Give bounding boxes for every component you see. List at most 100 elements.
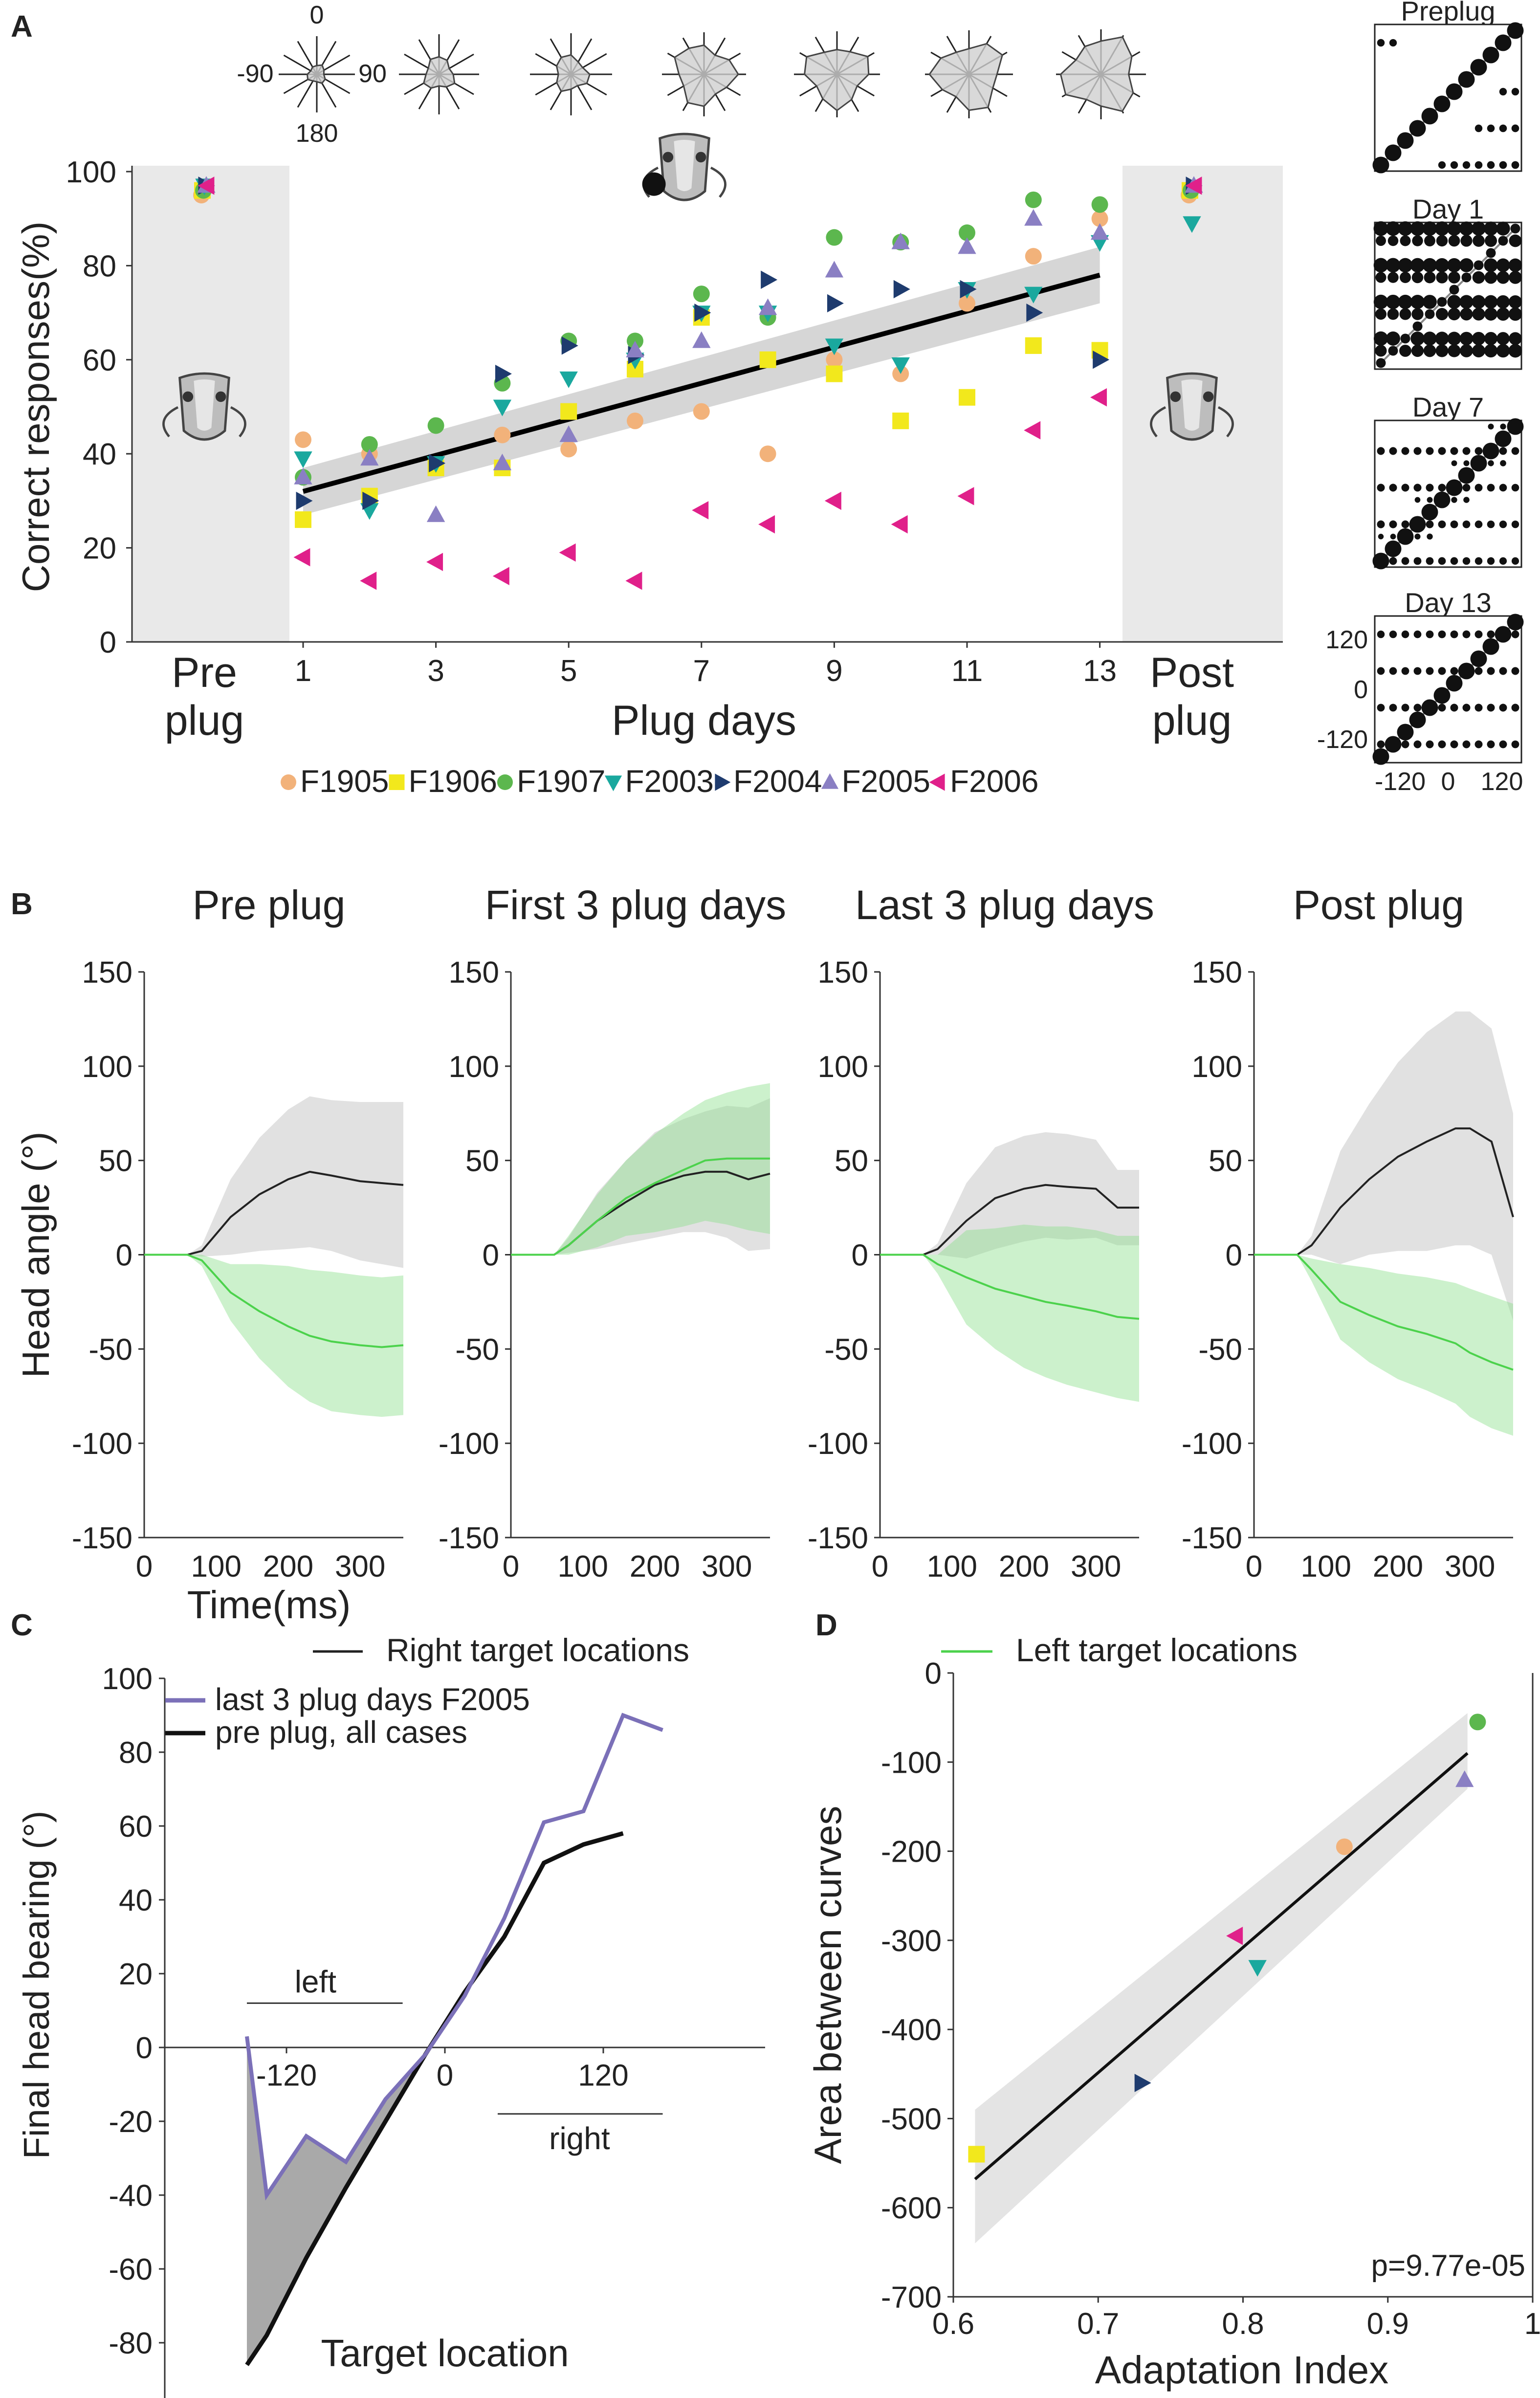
b-y-tick-label: 0 [116, 1239, 132, 1273]
confusion-cell-dot [1426, 557, 1434, 565]
a-marker-F1907 [826, 229, 843, 246]
confusion-cell-dot [1511, 88, 1519, 96]
legend-marker-F2005 [821, 773, 839, 789]
a-marker-F2006-post [1185, 176, 1202, 195]
polar-label-minus90: -90 [237, 60, 273, 88]
confusion-cell-dot [1413, 704, 1422, 712]
a-marker-F2003 [825, 338, 844, 355]
b-y-tick-label: -150 [808, 1521, 868, 1555]
ferret-eye-icon [1170, 391, 1181, 402]
confusion-cell-dot [1450, 520, 1458, 528]
b-y-tick-label: 100 [1192, 1050, 1242, 1084]
c-y-tick-label: 80 [119, 1736, 153, 1770]
confusion-cell-dot [1459, 295, 1474, 309]
a-marker-F2006 [891, 515, 908, 534]
confusion-cell-dot [1389, 484, 1397, 492]
b-x-tick-label: 200 [999, 1550, 1049, 1584]
confusion-cell-dot [1398, 258, 1413, 273]
confusion-cell-dot [1473, 235, 1485, 247]
a-marker-F1907 [959, 224, 975, 242]
confusion-cell-dot [1496, 271, 1510, 284]
a-marker-F1905 [494, 426, 511, 443]
confusion-cell-dot [1474, 161, 1483, 169]
confusion-cell-dot [1496, 344, 1510, 358]
d-y-axis-label: Area between curves [806, 1806, 849, 2164]
confusion-cell-dot [1389, 704, 1397, 712]
confusion-cell-dot [1413, 557, 1422, 565]
b-y-tick-label: 0 [1226, 1239, 1242, 1273]
a-marker-F1905 [627, 412, 643, 429]
confusion-cell-dot [1386, 331, 1401, 346]
legend-marker-F2006 [929, 773, 945, 791]
b-y-tick-label: 50 [99, 1144, 132, 1178]
b-left-mean-line [1254, 1254, 1514, 1371]
confusion-cell-dot [1423, 331, 1437, 346]
polar-response-shape [1059, 36, 1134, 112]
confusion-cell-dot [1484, 221, 1498, 236]
confusion-cell-dot [1436, 235, 1448, 247]
confusion-cell-dot [1377, 520, 1385, 528]
legend-label-F2004: F2004 [733, 764, 822, 799]
c-f2005-line [245, 1713, 663, 2201]
confusion-cell-dot [1413, 740, 1422, 748]
confusion-cell-dot [1484, 295, 1498, 309]
c-y-tick-label: -80 [109, 2327, 153, 2360]
a-marker-F2004 [362, 491, 379, 510]
confusion-cell-dot [1451, 497, 1457, 503]
a-marker-F2004 [827, 294, 844, 313]
confusion-cell-dot [1448, 344, 1461, 357]
a-marker-F2006 [1090, 388, 1107, 407]
confusion-cell-dot [1474, 484, 1483, 492]
ferret-head-pre-icon [162, 372, 246, 441]
ferret-eye-icon [1203, 391, 1214, 402]
confusion-cell-dot [1474, 447, 1483, 455]
b-x-tick-label: 100 [926, 1550, 977, 1584]
confusion-cell-dot [1372, 156, 1389, 174]
b-subplot-title: Post plug [1293, 882, 1464, 928]
confusion-cell-dot [1438, 520, 1446, 528]
b-y-tick-label: -100 [1182, 1427, 1242, 1461]
polar-response-shape [804, 48, 870, 111]
b-subplot-title: Pre plug [193, 882, 346, 928]
d-marker-F2004 [1134, 2073, 1151, 2092]
confusion-cell-dot [1410, 331, 1425, 346]
confusion-cell-dot [1487, 161, 1495, 169]
a-marker-F2004 [1093, 351, 1110, 369]
a-marker-F2006 [492, 567, 509, 586]
a-x-axis-label: Plug days [612, 697, 796, 744]
confusion-cell-dot [1509, 234, 1522, 247]
confusion-cell-dot [1496, 295, 1510, 309]
confusion-cell-dot [1446, 675, 1463, 692]
confusion-cell-dot [1426, 740, 1434, 748]
d-y-tick-label: -600 [881, 2192, 942, 2225]
confusion-cell-dot [1375, 345, 1387, 357]
polar-response-shape [674, 44, 740, 107]
confusion-cell-dot [1389, 520, 1397, 528]
b-y-tick-label: 150 [1192, 956, 1242, 990]
confusion-cell-dot [1447, 258, 1461, 272]
confusion-cell-dot [1401, 447, 1409, 455]
confusion-title: Preplug [1401, 0, 1495, 26]
d-x-tick-label: 0.7 [1077, 2307, 1119, 2341]
confusion-cell-dot [1470, 455, 1487, 472]
confusion-cell-dot [1398, 221, 1413, 236]
b-x-tick-label: 100 [1300, 1550, 1351, 1584]
confusion-cell-dot [1411, 308, 1424, 320]
confusion-cell-dot [1375, 308, 1387, 320]
b-left-sd-band [144, 1254, 403, 1417]
d-y-tick-label: -400 [881, 2013, 942, 2047]
confusion-cell-dot [1459, 221, 1474, 236]
b-y-tick-label: -100 [72, 1427, 132, 1461]
b-x-tick-label: 200 [263, 1550, 313, 1584]
confusion-cell-dot [1462, 484, 1471, 492]
a-marker-F2004 [429, 454, 446, 473]
confusion-title: Day 7 [1412, 392, 1484, 422]
legend-label-F1905: F1905 [300, 764, 389, 799]
polar-label-180: 180 [296, 119, 338, 148]
confusion-cell-dot [1499, 88, 1507, 96]
confusion-cell-dot [1377, 704, 1385, 712]
a-marker-F2003 [891, 357, 910, 374]
confusion-cell-dot [1474, 704, 1483, 712]
polar-response-shape [306, 64, 326, 84]
